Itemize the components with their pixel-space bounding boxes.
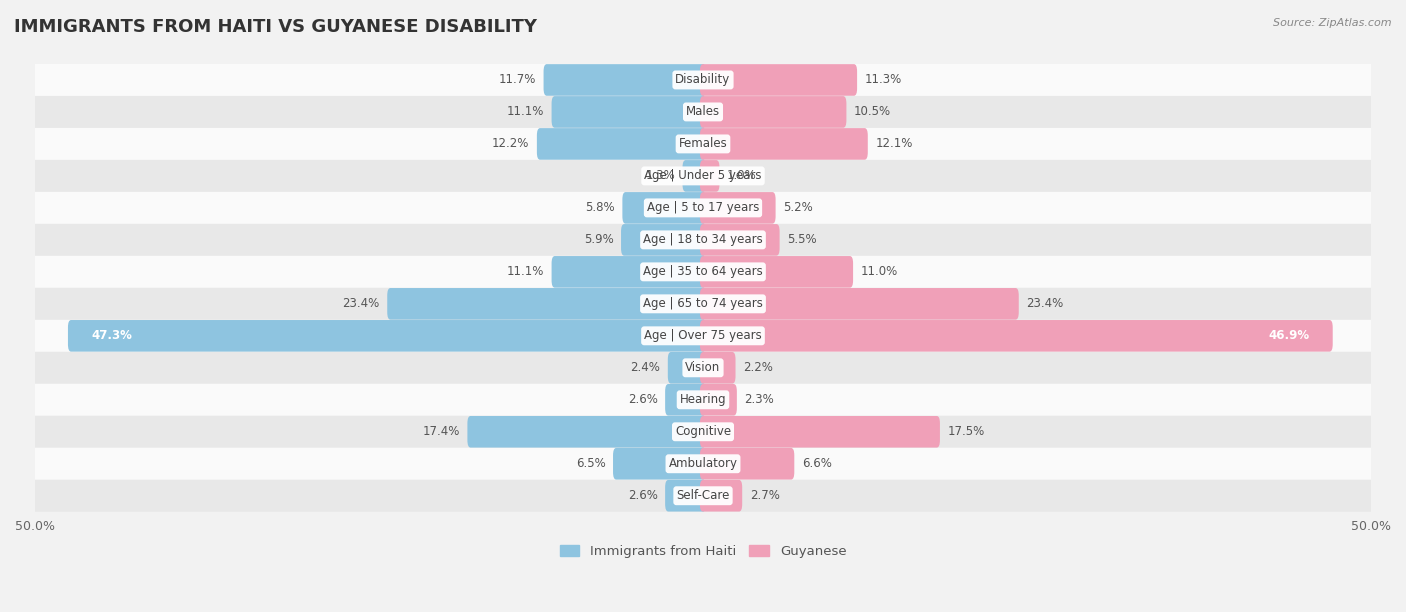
FancyBboxPatch shape [700, 96, 846, 128]
Text: 5.2%: 5.2% [783, 201, 813, 214]
Text: 6.5%: 6.5% [575, 457, 606, 470]
Text: 17.4%: 17.4% [422, 425, 460, 438]
Text: 17.5%: 17.5% [948, 425, 984, 438]
FancyBboxPatch shape [35, 320, 1371, 352]
Text: 5.8%: 5.8% [585, 201, 614, 214]
FancyBboxPatch shape [35, 352, 1371, 384]
FancyBboxPatch shape [35, 96, 1371, 128]
Text: Age | 65 to 74 years: Age | 65 to 74 years [643, 297, 763, 310]
FancyBboxPatch shape [35, 160, 1371, 192]
FancyBboxPatch shape [700, 320, 1333, 352]
FancyBboxPatch shape [387, 288, 706, 319]
FancyBboxPatch shape [621, 224, 706, 256]
Text: 11.1%: 11.1% [506, 266, 544, 278]
Text: Males: Males [686, 105, 720, 119]
Text: 2.6%: 2.6% [627, 489, 658, 502]
FancyBboxPatch shape [467, 416, 706, 447]
Text: Hearing: Hearing [679, 394, 727, 406]
FancyBboxPatch shape [35, 480, 1371, 512]
Text: Age | Under 5 years: Age | Under 5 years [644, 170, 762, 182]
FancyBboxPatch shape [35, 224, 1371, 256]
Text: Age | Over 75 years: Age | Over 75 years [644, 329, 762, 342]
Text: 6.6%: 6.6% [801, 457, 832, 470]
FancyBboxPatch shape [35, 384, 1371, 416]
Text: 2.2%: 2.2% [744, 361, 773, 375]
FancyBboxPatch shape [35, 128, 1371, 160]
Text: 11.7%: 11.7% [499, 73, 536, 86]
Text: 2.6%: 2.6% [627, 394, 658, 406]
FancyBboxPatch shape [700, 224, 779, 256]
FancyBboxPatch shape [67, 320, 706, 352]
Text: 12.2%: 12.2% [492, 138, 529, 151]
Text: 2.7%: 2.7% [749, 489, 780, 502]
Text: 47.3%: 47.3% [91, 329, 132, 342]
Text: Vision: Vision [685, 361, 721, 375]
Text: 23.4%: 23.4% [1026, 297, 1063, 310]
Text: 46.9%: 46.9% [1268, 329, 1309, 342]
FancyBboxPatch shape [700, 128, 868, 160]
Text: IMMIGRANTS FROM HAITI VS GUYANESE DISABILITY: IMMIGRANTS FROM HAITI VS GUYANESE DISABI… [14, 18, 537, 36]
FancyBboxPatch shape [700, 256, 853, 288]
FancyBboxPatch shape [700, 288, 1019, 319]
Text: 5.5%: 5.5% [787, 233, 817, 247]
Text: 2.3%: 2.3% [744, 394, 775, 406]
Text: 23.4%: 23.4% [343, 297, 380, 310]
FancyBboxPatch shape [537, 128, 706, 160]
FancyBboxPatch shape [551, 96, 706, 128]
FancyBboxPatch shape [700, 352, 735, 384]
FancyBboxPatch shape [623, 192, 706, 224]
Text: 1.3%: 1.3% [645, 170, 675, 182]
Text: Self-Care: Self-Care [676, 489, 730, 502]
FancyBboxPatch shape [613, 448, 706, 480]
Text: 11.0%: 11.0% [860, 266, 898, 278]
FancyBboxPatch shape [668, 352, 706, 384]
FancyBboxPatch shape [35, 448, 1371, 480]
FancyBboxPatch shape [700, 384, 737, 416]
Text: 1.0%: 1.0% [727, 170, 756, 182]
FancyBboxPatch shape [544, 64, 706, 95]
Text: Females: Females [679, 138, 727, 151]
FancyBboxPatch shape [35, 256, 1371, 288]
FancyBboxPatch shape [551, 256, 706, 288]
FancyBboxPatch shape [700, 480, 742, 512]
Text: 11.3%: 11.3% [865, 73, 901, 86]
FancyBboxPatch shape [682, 160, 706, 192]
Text: 12.1%: 12.1% [876, 138, 912, 151]
FancyBboxPatch shape [700, 416, 941, 447]
Legend: Immigrants from Haiti, Guyanese: Immigrants from Haiti, Guyanese [554, 539, 852, 564]
FancyBboxPatch shape [700, 448, 794, 480]
FancyBboxPatch shape [35, 64, 1371, 96]
FancyBboxPatch shape [35, 416, 1371, 448]
FancyBboxPatch shape [700, 192, 776, 224]
Text: 10.5%: 10.5% [853, 105, 891, 119]
Text: Cognitive: Cognitive [675, 425, 731, 438]
FancyBboxPatch shape [665, 384, 706, 416]
FancyBboxPatch shape [35, 192, 1371, 224]
Text: Age | 18 to 34 years: Age | 18 to 34 years [643, 233, 763, 247]
FancyBboxPatch shape [700, 64, 858, 95]
Text: Age | 5 to 17 years: Age | 5 to 17 years [647, 201, 759, 214]
Text: 2.4%: 2.4% [630, 361, 661, 375]
Text: 5.9%: 5.9% [583, 233, 613, 247]
FancyBboxPatch shape [700, 160, 720, 192]
Text: Age | 35 to 64 years: Age | 35 to 64 years [643, 266, 763, 278]
Text: Disability: Disability [675, 73, 731, 86]
Text: Source: ZipAtlas.com: Source: ZipAtlas.com [1274, 18, 1392, 28]
Text: Ambulatory: Ambulatory [668, 457, 738, 470]
Text: 11.1%: 11.1% [506, 105, 544, 119]
FancyBboxPatch shape [665, 480, 706, 512]
FancyBboxPatch shape [35, 288, 1371, 320]
